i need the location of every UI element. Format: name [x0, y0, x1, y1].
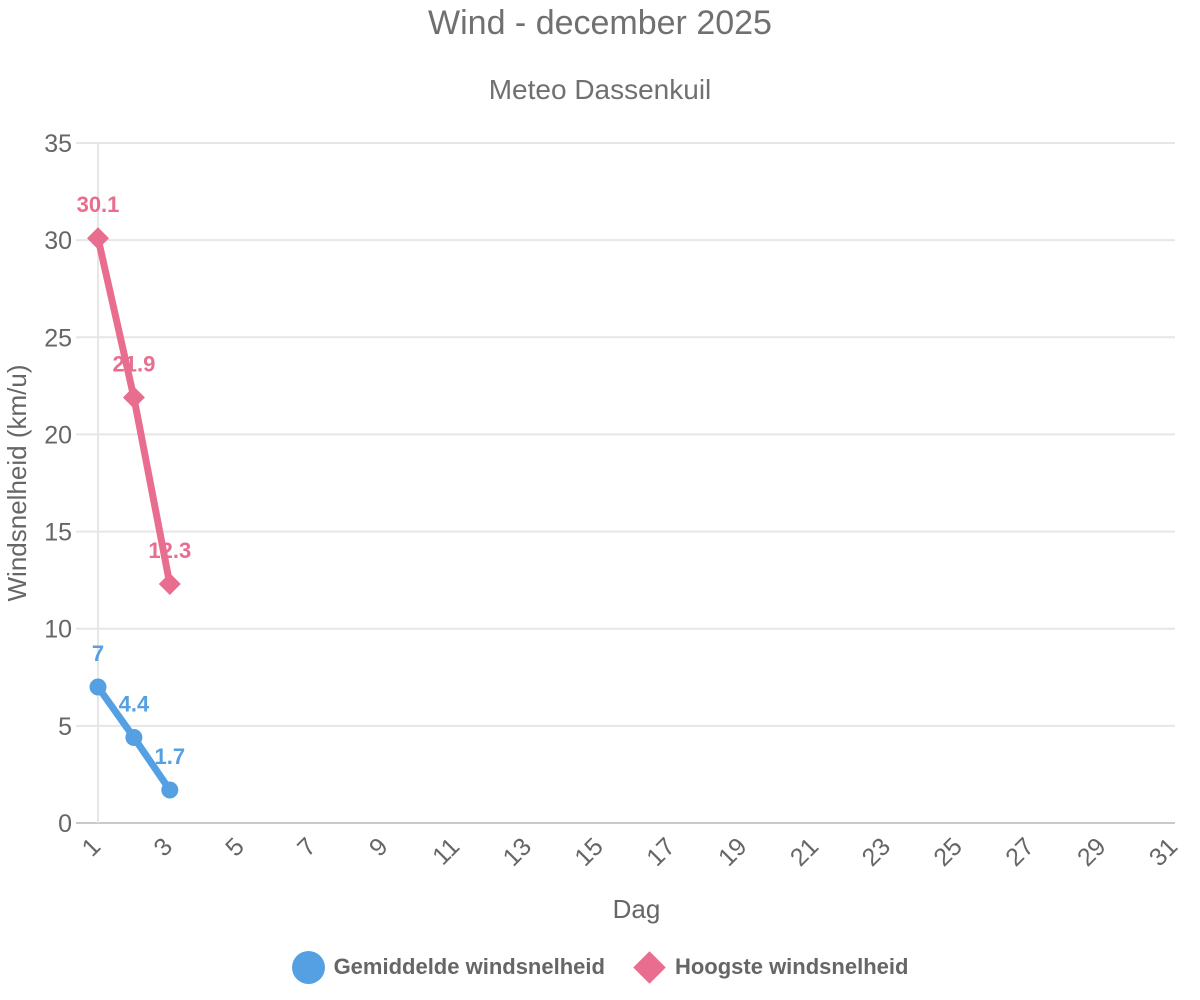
x-tick-label: 17	[641, 832, 680, 871]
data-label: 4.4	[119, 692, 150, 717]
legend-item-hoogste-windsnelheid[interactable]: Hoogste windsnelheid	[633, 950, 909, 984]
x-tick-label: 1	[77, 832, 107, 862]
y-axis-title: Windsnelheid (km/u)	[2, 365, 32, 602]
x-axis-title: Dag	[613, 894, 661, 924]
svg-text:29: 29	[1072, 832, 1111, 871]
x-tick-label: 29	[1072, 832, 1111, 871]
data-point-diamond[interactable]	[122, 386, 145, 409]
svg-text:15: 15	[569, 832, 608, 871]
svg-text:21: 21	[785, 832, 824, 871]
chart-subtitle: Meteo Dassenkuil	[488, 74, 712, 105]
svg-text:17: 17	[641, 832, 680, 871]
y-tick-label: 30	[44, 227, 72, 255]
svg-text:9: 9	[364, 832, 394, 862]
diamond-marker-icon	[633, 950, 666, 984]
y-tick-label: 5	[58, 713, 72, 741]
svg-text:7: 7	[292, 832, 322, 862]
svg-text:19: 19	[713, 832, 752, 871]
y-tick-label: 20	[44, 421, 72, 449]
x-tick-label: 5	[220, 832, 250, 862]
y-tick-label: 15	[44, 519, 72, 547]
data-point-circle[interactable]	[125, 729, 143, 747]
data-point-diamond[interactable]	[158, 573, 181, 596]
y-tick-label: 0	[58, 810, 72, 838]
data-label: 7	[92, 641, 104, 666]
x-tick-label: 9	[364, 832, 394, 862]
legend-item-gemiddelde-windsnelheid[interactable]: Gemiddelde windsnelheid	[291, 950, 605, 984]
y-tick-label: 35	[44, 130, 72, 158]
x-tick-label: 11	[427, 832, 465, 870]
x-tick-label: 31	[1144, 832, 1183, 871]
svg-text:13: 13	[498, 832, 537, 871]
data-label: 21.9	[112, 352, 155, 377]
x-tick-label: 23	[857, 832, 896, 871]
legend-label: Hoogste windsnelheid	[674, 954, 909, 979]
x-tick-label: 27	[1000, 832, 1039, 871]
data-label: 12.3	[148, 538, 191, 563]
svg-text:23: 23	[857, 832, 896, 871]
svg-text:5: 5	[220, 832, 250, 862]
y-tick-label: 25	[44, 324, 72, 352]
data-label: 30.1	[77, 192, 120, 217]
x-tick-label: 21	[785, 832, 824, 871]
chart-title: Wind - december 2025	[428, 4, 772, 42]
data-point-diamond[interactable]	[87, 227, 109, 250]
x-tick-label: 25	[928, 832, 967, 871]
svg-text:3: 3	[148, 832, 178, 862]
data-point-circle[interactable]	[89, 678, 107, 696]
data-label: 1.7	[155, 744, 186, 769]
svg-text:31: 31	[1144, 832, 1183, 871]
legend-label: Gemiddelde windsnelheid	[333, 954, 605, 979]
x-tick-label: 19	[713, 832, 752, 871]
svg-text:25: 25	[928, 832, 967, 871]
data-point-circle[interactable]	[161, 781, 179, 799]
circle-marker-icon	[291, 950, 325, 984]
x-tick-label: 13	[498, 832, 537, 871]
x-tick-label: 7	[292, 832, 322, 862]
x-tick-label: 3	[148, 832, 178, 862]
svg-text:1: 1	[77, 832, 107, 862]
y-tick-label: 10	[44, 616, 72, 644]
legend: Gemiddelde windsnelheid Hoogste windsnel…	[0, 942, 1200, 992]
svg-text:27: 27	[1000, 832, 1039, 871]
x-tick-label: 15	[569, 832, 608, 871]
svg-text:11: 11	[427, 832, 465, 870]
